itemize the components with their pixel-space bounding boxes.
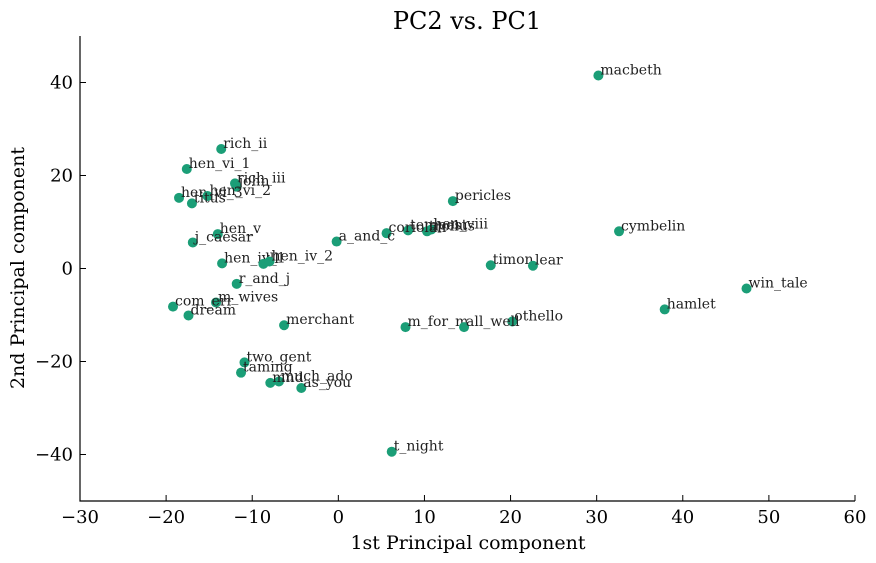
- point-label: othello: [514, 309, 563, 325]
- data-point: [202, 190, 213, 201]
- x-tick-label: 10: [413, 507, 436, 528]
- data-point: [593, 70, 604, 81]
- point-label: m_wives: [218, 289, 278, 305]
- data-point: [273, 376, 284, 387]
- y-tick-label: 0: [62, 259, 73, 280]
- x-tick-label: 60: [844, 507, 867, 528]
- point-label: hen_vi_1: [189, 156, 251, 172]
- data-point: [231, 181, 242, 192]
- data-point: [403, 225, 414, 236]
- point-label: t_night: [394, 439, 444, 455]
- data-point: [183, 310, 194, 321]
- data-point: [422, 226, 433, 237]
- data-point: [236, 367, 247, 378]
- data-point: [239, 357, 250, 368]
- x-tick-label: 40: [671, 507, 694, 528]
- data-point: [211, 297, 222, 308]
- point-label: much_ado: [281, 368, 353, 384]
- point-label: all_well: [466, 314, 520, 330]
- data-point: [174, 192, 185, 203]
- y-axis-label: 2nd Principal component: [7, 147, 29, 389]
- point-label: hamlet: [667, 296, 716, 312]
- x-tick-label: −20: [147, 507, 185, 528]
- data-point: [741, 283, 752, 294]
- point-label: r_and_j: [239, 271, 290, 287]
- x-axis-ticks: −30 −20 −10 0 10 20 30 40 50 60: [61, 495, 866, 528]
- x-tick-label: 0: [333, 507, 344, 528]
- x-axis-label: 1st Principal component: [350, 532, 585, 554]
- data-point: [186, 198, 197, 209]
- x-tick-label: 20: [499, 507, 522, 528]
- data-point: [527, 260, 538, 271]
- data-point: [331, 236, 342, 247]
- data-point: [296, 383, 307, 394]
- point-label: hen_vi_3: [181, 185, 243, 201]
- point-label: mnd: [272, 370, 303, 386]
- point-label: troilus: [429, 218, 475, 234]
- point-label: hen_iv_2: [271, 249, 333, 265]
- point-label: as_you: [303, 375, 351, 391]
- point-label: rich_ii: [223, 136, 268, 152]
- data-point: [187, 237, 198, 248]
- data-point: [459, 322, 470, 333]
- point-label: rich_iii: [237, 170, 286, 186]
- data-point: [264, 256, 275, 267]
- point-label: pericles: [455, 188, 511, 204]
- point-label: john: [237, 174, 270, 190]
- point-label: titus: [194, 190, 226, 206]
- data-point: [507, 316, 518, 327]
- x-tick-label: −30: [61, 507, 99, 528]
- data-point: [265, 377, 276, 388]
- point-label: j_caesar: [193, 229, 253, 245]
- y-tick-label: −40: [35, 445, 73, 466]
- y-axis-ticks: −40 −20 0 20 40: [35, 73, 86, 466]
- data-point: [168, 301, 178, 312]
- x-tick-label: 30: [585, 507, 608, 528]
- point-label: timon: [493, 252, 534, 268]
- point-label: hen_viii: [433, 216, 488, 232]
- data-point: [614, 226, 625, 237]
- point-label: win_tale: [749, 275, 808, 291]
- x-tick-label: −10: [233, 507, 271, 528]
- data-point: [231, 278, 242, 289]
- y-tick-label: 40: [50, 73, 73, 94]
- data-point: [447, 196, 458, 207]
- y-tick-label: −20: [35, 352, 73, 373]
- data-point: [659, 304, 670, 315]
- data-point: [181, 163, 192, 174]
- point-label: coriolan: [389, 220, 447, 236]
- data-point: [400, 322, 411, 333]
- x-tick-label: 50: [757, 507, 780, 528]
- data-points: macbethrich_iihen_vi_1rich_iiijohnhen_vi…: [168, 63, 808, 457]
- data-point: [386, 446, 397, 457]
- chart-title: PC2 vs. PC1: [393, 7, 541, 35]
- axis-frame: [79, 36, 855, 502]
- data-point: [216, 143, 227, 154]
- data-point: [485, 260, 496, 271]
- data-point: [381, 228, 392, 239]
- point-label: hen_v: [220, 221, 261, 237]
- point-label: two_gent: [246, 349, 311, 365]
- y-tick-label: 20: [50, 166, 73, 187]
- point-label: cymbelin: [621, 218, 685, 234]
- data-point: [217, 258, 228, 269]
- point-label: m_for_m: [408, 314, 469, 330]
- point-label: hen_vi_2: [209, 183, 271, 199]
- point-label: a_and_c: [339, 229, 396, 245]
- data-point: [212, 229, 223, 240]
- point-label: macbeth: [600, 63, 661, 79]
- point-label: taming: [243, 360, 293, 376]
- point-label: dream: [191, 302, 237, 318]
- data-point: [279, 320, 290, 331]
- point-label: com_err: [175, 294, 234, 310]
- point-label: lear: [535, 253, 563, 269]
- point-label: merchant: [286, 312, 354, 328]
